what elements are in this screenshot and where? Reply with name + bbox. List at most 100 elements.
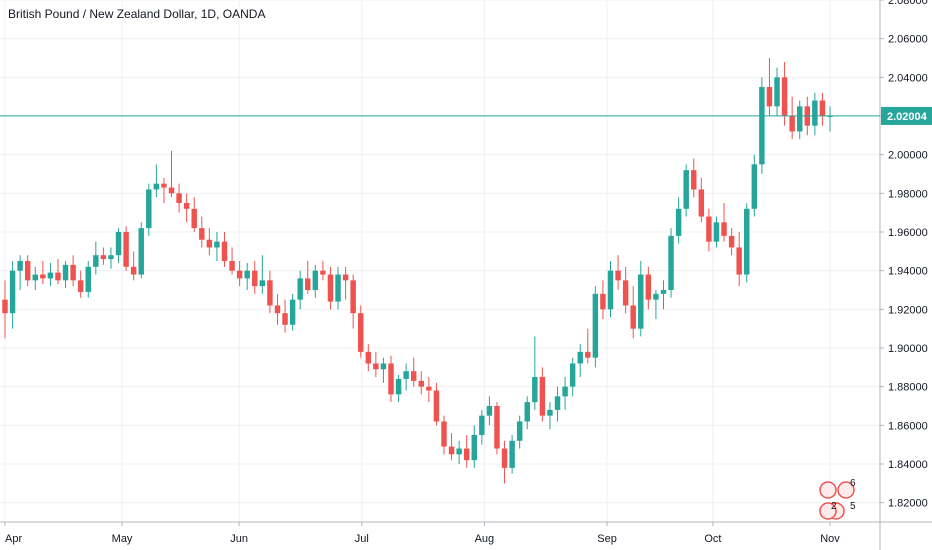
candle-body — [426, 386, 432, 391]
x-tick-label: Nov — [820, 533, 840, 545]
candle-body — [728, 235, 735, 248]
event-flag-icon — [819, 481, 837, 499]
candle-body — [55, 272, 61, 281]
candle-body — [441, 421, 447, 447]
candle-body — [289, 299, 296, 325]
candle-body — [600, 293, 606, 310]
candle-body — [365, 351, 372, 364]
candle-body — [206, 239, 213, 248]
candle-body — [683, 170, 689, 209]
candle-body — [744, 208, 750, 275]
candle-body — [100, 255, 107, 260]
candle-body — [698, 189, 705, 217]
candle-body — [395, 378, 402, 395]
candle-body — [418, 380, 425, 387]
candle-body — [516, 421, 523, 441]
y-tick-label: 2.00000 — [888, 150, 928, 162]
candle-body — [463, 448, 470, 461]
candle-body — [789, 116, 795, 132]
candle-body — [607, 270, 614, 310]
candle-body — [577, 351, 583, 364]
candle-body — [123, 232, 129, 267]
candle-body — [774, 77, 780, 107]
event-flag-icon — [819, 502, 837, 520]
candle-body — [448, 446, 455, 455]
candle-body — [342, 274, 349, 281]
candle-body — [282, 313, 288, 325]
x-tick-label: Oct — [704, 533, 721, 545]
y-tick-label: 1.88000 — [888, 382, 928, 394]
candle-body — [380, 363, 387, 370]
candle-body — [653, 293, 659, 300]
candle-body — [47, 272, 54, 279]
candle-body — [168, 187, 175, 194]
x-tick-label: Apr — [5, 533, 22, 545]
candle-body — [146, 189, 152, 229]
candle-body — [827, 116, 833, 117]
candle-body — [335, 274, 341, 302]
candle-body — [327, 274, 334, 302]
candle-body — [138, 228, 144, 275]
candle-body — [494, 406, 500, 449]
candle-body — [456, 448, 462, 455]
candle-body — [183, 203, 190, 209]
candle-body — [70, 264, 76, 281]
candle-body — [569, 363, 576, 387]
candle-body — [781, 77, 788, 116]
y-tick-label: 1.90000 — [888, 343, 928, 355]
candle-body — [236, 270, 243, 279]
candle-body — [721, 222, 727, 236]
candle-body — [706, 216, 712, 242]
candle-body — [547, 409, 553, 416]
y-tick-label: 2.08000 — [888, 0, 928, 7]
candle-body — [221, 241, 228, 261]
candle-body — [403, 371, 409, 379]
candle-body — [176, 193, 182, 203]
candle-body — [819, 100, 826, 116]
candle-body — [668, 235, 674, 290]
y-tick-label: 2.06000 — [888, 34, 928, 46]
event-count-badge: 5 — [850, 501, 856, 512]
chart-title: British Pound / New Zealand Dollar, 1D, … — [6, 6, 268, 22]
y-tick-label: 1.92000 — [888, 304, 928, 316]
candle-body — [229, 261, 235, 271]
y-tick-label: 1.86000 — [888, 420, 928, 432]
candle-body — [259, 280, 266, 287]
candle-body — [108, 255, 114, 260]
candle-body — [388, 363, 394, 395]
event-flag-icon — [837, 481, 855, 499]
x-tick-label: Jul — [355, 533, 369, 545]
candle-body — [751, 164, 758, 209]
candle-body — [638, 274, 644, 329]
candle-body — [130, 266, 137, 275]
candle-body — [24, 261, 31, 281]
candle-body — [115, 232, 122, 256]
y-tick-label: 1.98000 — [888, 188, 928, 200]
x-tick-label: Jun — [230, 533, 248, 545]
candle-body — [585, 351, 591, 358]
y-tick-label: 1.94000 — [888, 266, 928, 278]
candle-body — [62, 264, 69, 281]
candle-body — [691, 170, 697, 190]
candle-body — [85, 266, 91, 292]
candle-body — [2, 299, 8, 314]
candle-body — [812, 100, 818, 126]
candle-body — [554, 396, 561, 410]
candle-body — [199, 228, 205, 240]
candle-body — [524, 402, 530, 422]
event-count-badge: 6 — [850, 478, 856, 489]
candle-body — [312, 270, 319, 290]
candle-body — [191, 208, 197, 229]
candle-body — [797, 106, 803, 132]
candle-body — [501, 448, 508, 468]
candle-body — [645, 274, 652, 300]
x-tick-label: May — [112, 533, 133, 545]
candle-body — [252, 270, 258, 287]
candle-body — [486, 406, 493, 416]
y-tick-label: 1.82000 — [888, 498, 928, 510]
candle-body — [9, 270, 16, 314]
candle-body — [433, 390, 440, 422]
candle-body — [93, 255, 99, 267]
